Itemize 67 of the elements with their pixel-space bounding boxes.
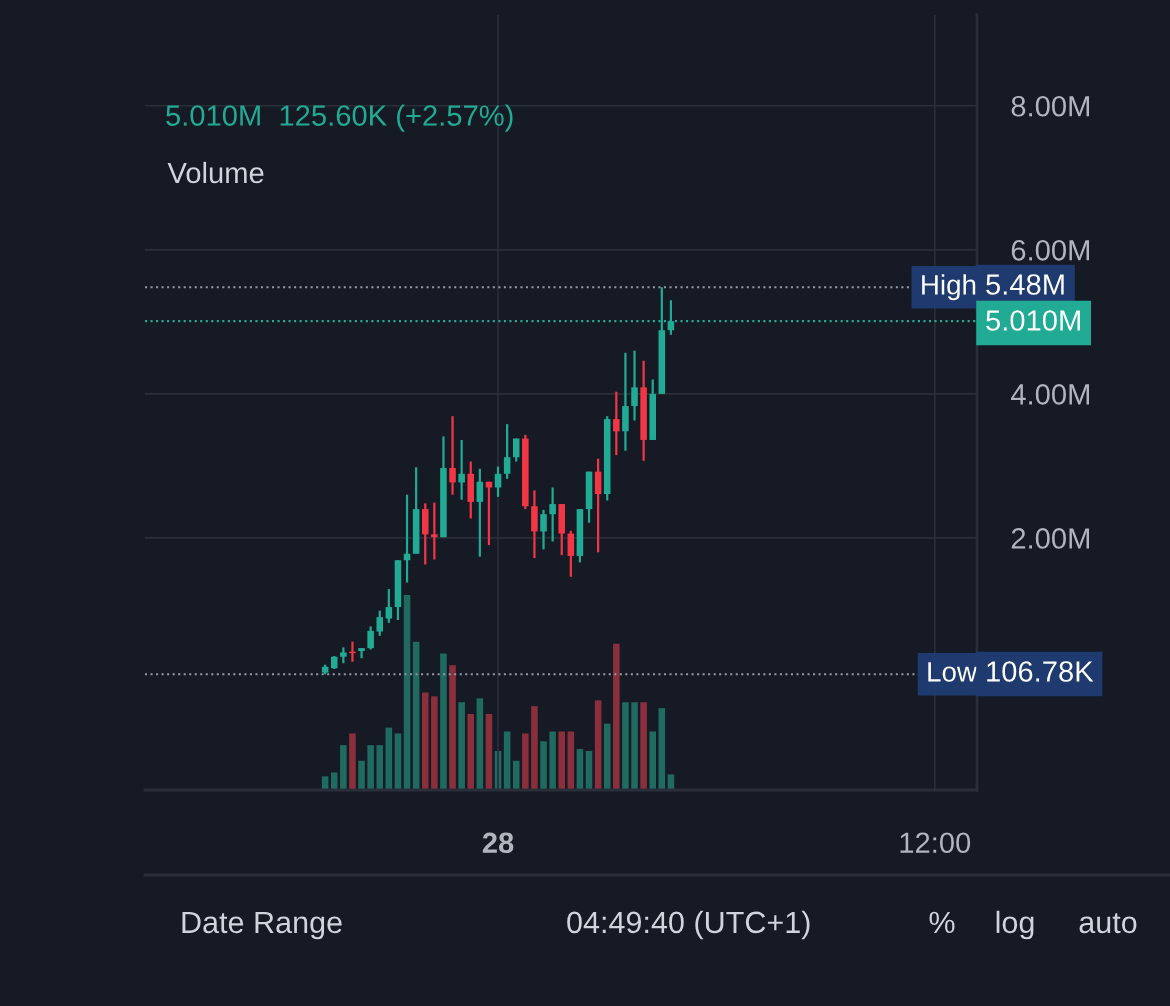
text: 5.48M bbox=[986, 274, 1064, 295]
bar bbox=[567, 731, 575, 790]
bar bbox=[476, 698, 484, 790]
ref-line-label: Low bbox=[928, 662, 978, 682]
bar bbox=[340, 745, 347, 790]
bar bbox=[512, 760, 520, 790]
bar bbox=[330, 772, 338, 790]
bar bbox=[431, 696, 438, 790]
text: 5.010M 125.60K (+2.57%) bbox=[166, 104, 513, 132]
bar bbox=[594, 700, 602, 790]
text: % bbox=[929, 911, 955, 934]
bar bbox=[613, 643, 620, 790]
x-tick-label: 28 bbox=[482, 832, 514, 854]
bar bbox=[603, 723, 611, 790]
y-tick-label: 2.00M bbox=[1011, 528, 1089, 549]
text: Date Range bbox=[182, 911, 342, 940]
bar bbox=[631, 702, 638, 790]
candlestick bbox=[431, 501, 438, 561]
bar bbox=[440, 653, 447, 790]
candlestick bbox=[449, 415, 456, 496]
bar bbox=[558, 731, 565, 790]
x-tick-label: 12:00 bbox=[900, 832, 971, 854]
candlestick bbox=[476, 467, 484, 558]
text: 106.78K bbox=[987, 661, 1094, 682]
bar bbox=[485, 713, 493, 790]
text: log bbox=[996, 910, 1034, 940]
bar bbox=[412, 641, 420, 790]
candlestick bbox=[567, 529, 575, 578]
candlestick bbox=[549, 486, 556, 543]
candlestick bbox=[613, 390, 620, 457]
bar bbox=[549, 731, 556, 790]
candlestick bbox=[594, 457, 602, 554]
text: 04:49:40 (UTC+1) bbox=[567, 910, 810, 940]
bar bbox=[576, 749, 584, 790]
bar bbox=[394, 733, 402, 790]
candlestick bbox=[376, 609, 384, 637]
bar bbox=[540, 741, 547, 790]
bar bbox=[649, 731, 656, 790]
bar bbox=[522, 733, 529, 790]
y-tick-label: 8.00M bbox=[1011, 95, 1089, 117]
candlestick bbox=[540, 508, 547, 551]
text: auto bbox=[1079, 913, 1137, 934]
y-tick-label: 4.00M bbox=[1011, 384, 1089, 405]
bar bbox=[503, 731, 511, 790]
text: 5.010M bbox=[986, 310, 1080, 331]
bar bbox=[449, 665, 456, 790]
candlestick bbox=[358, 647, 365, 660]
bar bbox=[458, 702, 465, 790]
candlestick bbox=[367, 625, 374, 651]
bar bbox=[622, 702, 629, 790]
bar bbox=[658, 708, 666, 790]
bar bbox=[467, 713, 475, 790]
bar bbox=[349, 733, 356, 790]
candlestick bbox=[503, 423, 511, 480]
bar bbox=[367, 745, 374, 790]
bar bbox=[403, 595, 411, 790]
bar bbox=[421, 692, 429, 790]
candlestick bbox=[631, 349, 638, 422]
annotation: Volume bbox=[167, 161, 264, 184]
y-tick-label: 6.00M bbox=[1011, 240, 1089, 261]
ref-line-label: High bbox=[922, 274, 976, 301]
candlestick bbox=[458, 438, 465, 501]
bar bbox=[376, 745, 384, 790]
candlestick bbox=[385, 587, 393, 625]
bar bbox=[358, 760, 365, 790]
bar bbox=[640, 702, 647, 790]
bar bbox=[531, 706, 538, 790]
